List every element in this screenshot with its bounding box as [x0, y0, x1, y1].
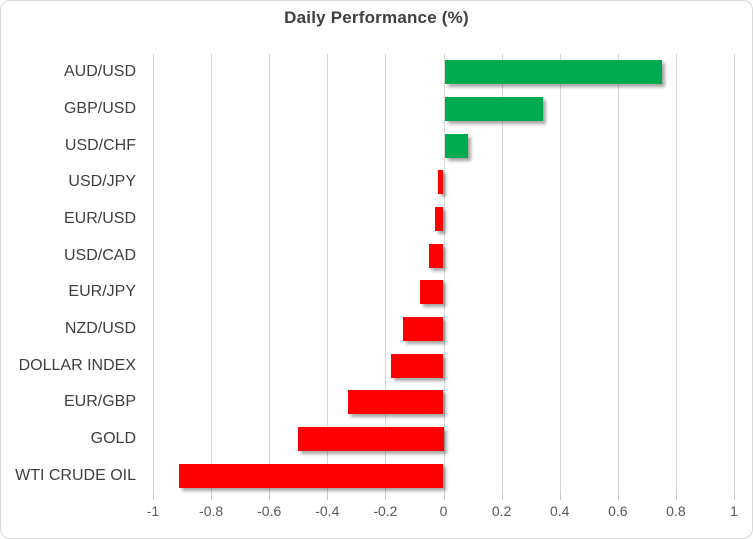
x-axis-tick-label: -0.6	[257, 503, 282, 519]
value-axis-labels: -1 -0.8 -0.6 -0.4 -0.2 0 0.2 0.4 0.6 0.8 1	[147, 503, 738, 523]
axis-tick	[443, 494, 445, 500]
gridline	[385, 54, 387, 494]
chart-title: Daily Performance (%)	[284, 8, 469, 27]
axis-tick	[559, 494, 561, 500]
category-label: USD/CAD	[63, 246, 136, 264]
axis-tick	[327, 494, 329, 500]
bar	[347, 390, 444, 415]
axis-tick	[153, 494, 154, 500]
category-label: USD/CHF	[64, 136, 136, 154]
axis-tick	[269, 494, 271, 500]
bar	[402, 317, 444, 341]
bar	[444, 97, 544, 121]
x-axis-tick-label: 0.2	[491, 503, 512, 519]
x-axis-tick-label: -0.2	[373, 503, 398, 519]
category-label: NZD/USD	[64, 320, 136, 337]
category-label: AUD/USD	[63, 63, 136, 81]
axis-tick	[617, 494, 619, 500]
category-label: GOLD	[90, 430, 136, 447]
gridline	[269, 54, 271, 494]
axis-tick	[385, 494, 387, 500]
x-axis-tick-label: 0.8	[666, 503, 686, 519]
x-axis-tick-label: 0	[439, 503, 448, 519]
gridline	[327, 54, 329, 494]
category-axis-labels: AUD/USD GBP/USD USD/CHF USD/JPY EUR/USD USD/C…	[1, 54, 136, 494]
category-label: USD/JPY	[68, 173, 136, 191]
bar	[391, 353, 444, 378]
x-axis-tick-label: 0.6	[608, 503, 628, 519]
bar	[437, 170, 444, 195]
x-axis-tick-label: -0.4	[315, 503, 340, 519]
gridline	[734, 54, 735, 494]
gridline	[559, 54, 561, 494]
bar	[179, 463, 444, 488]
x-axis-tick-label: 1	[730, 503, 738, 519]
x-axis-tick-label: -1	[146, 503, 160, 519]
plot-area	[153, 54, 735, 500]
category-label: WTI CRUDE OIL	[15, 466, 136, 484]
category-label: DOLLAR INDEX	[18, 356, 136, 374]
bar	[444, 60, 663, 85]
gridline	[153, 54, 154, 494]
bar	[298, 427, 444, 451]
axis-tick	[734, 494, 735, 500]
x-axis-tick-label: 0.4	[549, 503, 570, 519]
gridline	[443, 54, 445, 494]
category-label: GBP/USD	[63, 100, 136, 117]
category-label: EUR/GBP	[63, 393, 136, 411]
category-label: EUR/USD	[63, 210, 136, 227]
axis-tick	[211, 494, 213, 500]
axis-tick	[675, 494, 677, 500]
bar	[434, 207, 444, 231]
gridline	[617, 54, 619, 494]
bar	[428, 243, 444, 268]
bar	[420, 280, 444, 305]
category-label: EUR/JPY	[68, 283, 136, 301]
bar	[444, 133, 468, 158]
axis-tick	[501, 494, 503, 500]
gridline	[675, 54, 677, 494]
gridline	[501, 54, 503, 494]
x-axis-tick-label: -0.8	[199, 503, 224, 519]
gridline	[211, 54, 213, 494]
